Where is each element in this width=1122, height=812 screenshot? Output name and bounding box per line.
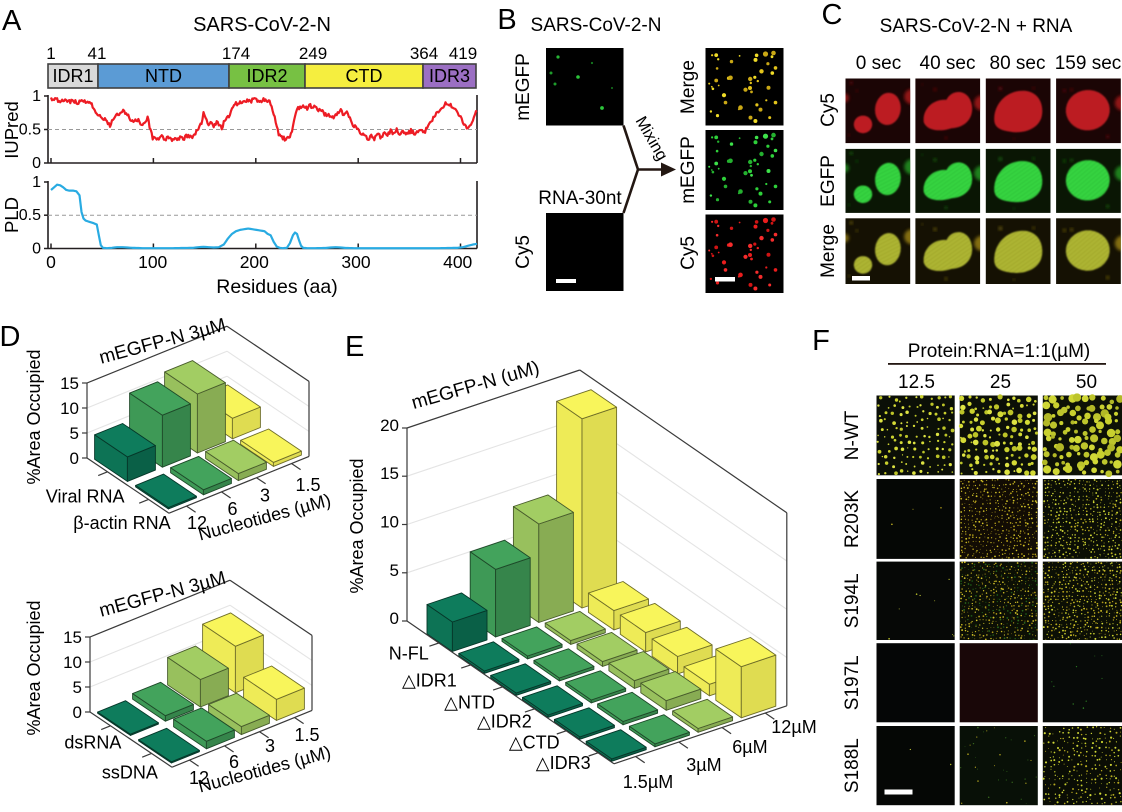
svg-text:SARS-CoV-2-N + RNA: SARS-CoV-2-N + RNA	[880, 16, 1073, 37]
svg-text:3: 3	[265, 736, 275, 756]
svg-text:S188L: S188L	[842, 738, 863, 793]
svg-text:419: 419	[449, 44, 477, 63]
svg-text:0.5: 0.5	[19, 207, 41, 224]
svg-text:EGFP: EGFP	[820, 155, 839, 207]
svg-text:12: 12	[187, 513, 207, 533]
svg-text:mEGFP: mEGFP	[678, 136, 699, 204]
svg-text:N-FL: N-FL	[389, 644, 429, 664]
svg-text:Merge: Merge	[678, 60, 699, 114]
svg-text:159 sec: 159 sec	[1055, 53, 1122, 74]
svg-text:S197L: S197L	[842, 655, 863, 710]
svg-text:0 sec: 0 sec	[856, 53, 901, 74]
svg-text:1: 1	[46, 44, 55, 63]
svg-text:50: 50	[1076, 372, 1097, 393]
svg-text:IDR1: IDR1	[52, 66, 93, 86]
svg-text:5: 5	[70, 424, 79, 443]
svg-text:364: 364	[410, 44, 438, 63]
svg-text:0: 0	[32, 241, 41, 258]
svg-text:β-actin RNA: β-actin RNA	[73, 513, 170, 533]
svg-text:R203K: R203K	[842, 490, 863, 548]
svg-text:IUPred: IUPred	[1, 101, 22, 159]
svg-text:PLD: PLD	[1, 197, 22, 233]
svg-text:IDR2: IDR2	[246, 66, 287, 86]
svg-text:40 sec: 40 sec	[920, 53, 976, 74]
svg-text:1: 1	[32, 174, 41, 191]
svg-text:F: F	[812, 325, 830, 357]
svg-text:0: 0	[32, 155, 41, 172]
svg-text:3: 3	[260, 486, 270, 506]
svg-text:0.5: 0.5	[19, 122, 41, 139]
svg-text:0: 0	[70, 449, 79, 468]
svg-text:15: 15	[60, 374, 79, 393]
svg-text:ssDNA: ssDNA	[102, 763, 158, 783]
svg-text:B: B	[497, 4, 516, 36]
svg-text:△IDR1: △IDR1	[402, 671, 457, 691]
svg-text:RNA-30nt: RNA-30nt	[538, 188, 622, 209]
svg-text:1: 1	[32, 88, 41, 105]
svg-text:1.5: 1.5	[295, 475, 320, 495]
svg-text:△CTD: △CTD	[509, 733, 560, 753]
svg-text:NTD: NTD	[145, 66, 182, 86]
svg-text:%Area Occupied: %Area Occupied	[24, 349, 44, 484]
svg-text:S194L: S194L	[842, 573, 863, 628]
svg-text:15: 15	[63, 628, 82, 647]
svg-text:300: 300	[341, 252, 370, 272]
svg-text:△IDR2: △IDR2	[477, 712, 532, 732]
svg-text:C: C	[822, 0, 843, 31]
svg-text:D: D	[0, 321, 20, 353]
svg-text:6: 6	[229, 752, 239, 772]
svg-text:0: 0	[390, 609, 399, 628]
svg-text:IDR3: IDR3	[429, 66, 470, 86]
svg-text:20: 20	[380, 416, 399, 435]
svg-text:174: 174	[222, 44, 250, 63]
svg-text:SARS-CoV-2-N: SARS-CoV-2-N	[531, 15, 662, 36]
svg-text:5: 5	[390, 561, 399, 580]
svg-text:1.5: 1.5	[294, 725, 319, 745]
svg-text:80 sec: 80 sec	[990, 53, 1046, 74]
svg-text:10: 10	[63, 653, 82, 672]
svg-text:249: 249	[299, 44, 327, 63]
svg-text:Cy5: Cy5	[678, 236, 699, 270]
svg-text:0: 0	[46, 252, 56, 272]
svg-text:10: 10	[60, 399, 79, 418]
svg-text:0: 0	[73, 703, 82, 722]
svg-text:25: 25	[990, 372, 1011, 393]
svg-text:Cy5: Cy5	[513, 235, 534, 269]
svg-text:N-WT: N-WT	[842, 410, 863, 460]
svg-text:12: 12	[189, 768, 209, 788]
svg-text:5: 5	[73, 678, 82, 697]
svg-text:200: 200	[240, 252, 269, 272]
svg-text:E: E	[345, 331, 364, 363]
svg-text:mEGFP: mEGFP	[513, 53, 534, 121]
svg-text:Viral RNA: Viral RNA	[46, 487, 125, 507]
svg-text:10: 10	[380, 513, 399, 532]
svg-text:Protein:RNA=1:1(µM): Protein:RNA=1:1(µM)	[908, 341, 1091, 362]
svg-text:3µM: 3µM	[686, 755, 721, 775]
svg-text:Mixing: Mixing	[632, 113, 671, 163]
svg-text:12.5: 12.5	[898, 372, 935, 393]
svg-text:15: 15	[380, 464, 399, 483]
svg-text:SARS-CoV-2-N: SARS-CoV-2-N	[193, 14, 331, 36]
svg-text:100: 100	[138, 252, 167, 272]
svg-text:Cy5: Cy5	[820, 93, 839, 127]
svg-text:%Area Occupied: %Area Occupied	[347, 458, 367, 593]
svg-text:CTD: CTD	[346, 66, 383, 86]
svg-text:12µM: 12µM	[771, 717, 816, 737]
svg-text:%Area Occupied: %Area Occupied	[24, 600, 44, 735]
svg-text:400: 400	[443, 252, 472, 272]
svg-text:6: 6	[227, 499, 237, 519]
svg-text:A: A	[2, 5, 22, 37]
svg-text:△IDR3: △IDR3	[536, 753, 591, 773]
svg-text:41: 41	[88, 44, 107, 63]
svg-text:1.5µM: 1.5µM	[623, 772, 673, 792]
svg-text:dsRNA: dsRNA	[64, 733, 121, 753]
svg-text:Merge: Merge	[820, 224, 839, 278]
svg-text:Residues (aa): Residues (aa)	[216, 276, 337, 298]
svg-text:6µM: 6µM	[732, 737, 767, 757]
svg-text:△NTD: △NTD	[444, 693, 495, 713]
